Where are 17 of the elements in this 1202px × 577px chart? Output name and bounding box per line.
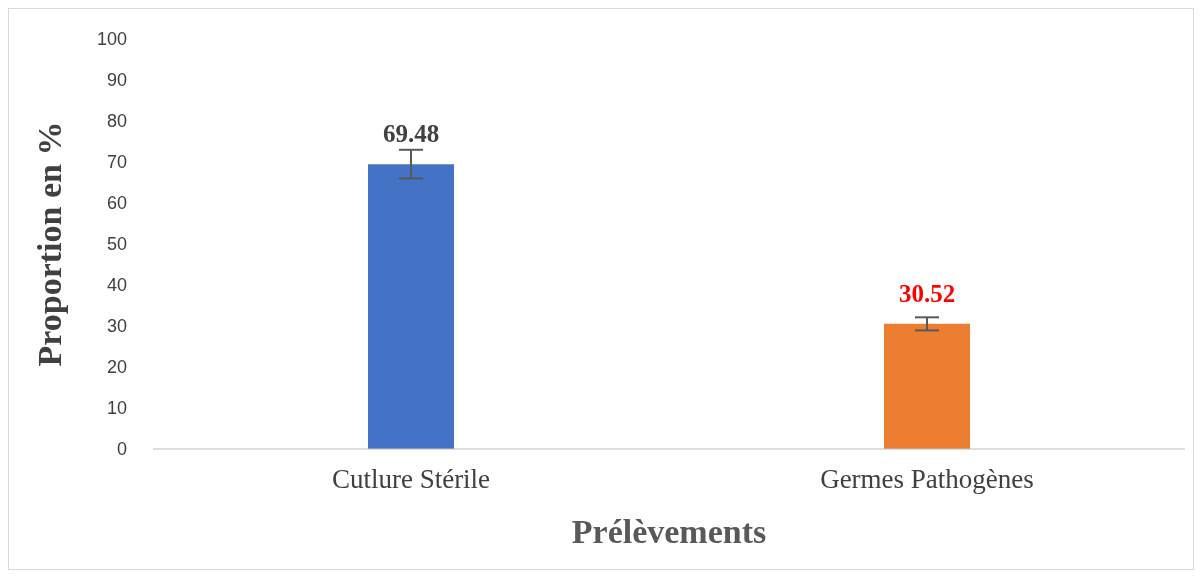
- data-label: 30.52: [898, 279, 956, 307]
- y-tick-label: 60: [106, 193, 127, 214]
- y-tick-label: 30: [106, 316, 127, 337]
- x-axis-title: Prélèvements: [571, 513, 767, 550]
- y-tick-label: 40: [106, 275, 127, 296]
- x-tick-label: Cutlure Stérile: [331, 464, 491, 495]
- data-label: 69.48: [382, 120, 440, 148]
- y-tick-label: 80: [106, 111, 127, 132]
- y-axis-title: Proportion en %: [31, 121, 69, 367]
- y-tick-label: 10: [106, 398, 127, 419]
- y-tick-label: 0: [116, 439, 127, 460]
- y-tick-label: 100: [96, 29, 127, 50]
- y-tick-label: 50: [106, 234, 127, 255]
- y-tick-label: 70: [106, 152, 127, 173]
- y-tick-label: 20: [106, 357, 127, 378]
- x-tick-label: Germes Pathogènes: [820, 464, 1034, 495]
- y-tick-label: 90: [106, 70, 127, 91]
